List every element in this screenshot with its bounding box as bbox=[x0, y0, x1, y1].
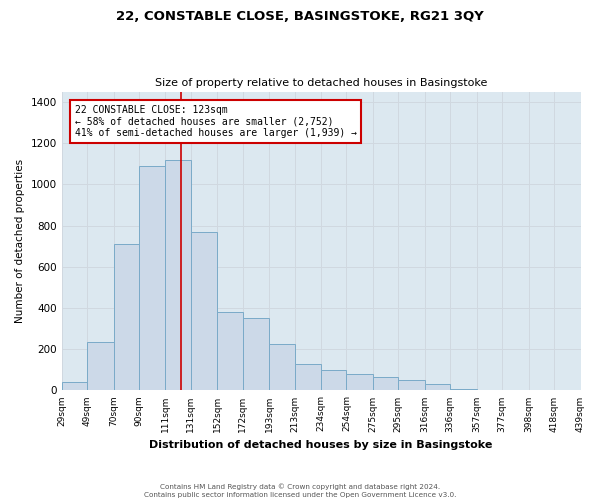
Text: 22 CONSTABLE CLOSE: 123sqm
← 58% of detached houses are smaller (2,752)
41% of s: 22 CONSTABLE CLOSE: 123sqm ← 58% of deta… bbox=[74, 105, 356, 138]
Bar bbox=[87, 342, 113, 390]
Bar bbox=[217, 312, 242, 390]
Bar bbox=[166, 160, 191, 390]
Bar bbox=[191, 232, 217, 390]
Bar bbox=[373, 377, 398, 390]
Bar bbox=[139, 166, 166, 390]
Bar bbox=[113, 244, 139, 390]
Bar bbox=[398, 380, 425, 390]
Bar bbox=[346, 374, 373, 390]
Bar bbox=[269, 344, 295, 391]
X-axis label: Distribution of detached houses by size in Basingstoke: Distribution of detached houses by size … bbox=[149, 440, 493, 450]
Bar bbox=[242, 318, 269, 390]
Text: Contains HM Land Registry data © Crown copyright and database right 2024.
Contai: Contains HM Land Registry data © Crown c… bbox=[144, 484, 456, 498]
Bar bbox=[295, 364, 321, 390]
Bar bbox=[62, 382, 87, 390]
Text: 22, CONSTABLE CLOSE, BASINGSTOKE, RG21 3QY: 22, CONSTABLE CLOSE, BASINGSTOKE, RG21 3… bbox=[116, 10, 484, 23]
Title: Size of property relative to detached houses in Basingstoke: Size of property relative to detached ho… bbox=[155, 78, 487, 88]
Bar bbox=[425, 384, 450, 390]
Bar bbox=[321, 370, 346, 390]
Y-axis label: Number of detached properties: Number of detached properties bbox=[15, 159, 25, 323]
